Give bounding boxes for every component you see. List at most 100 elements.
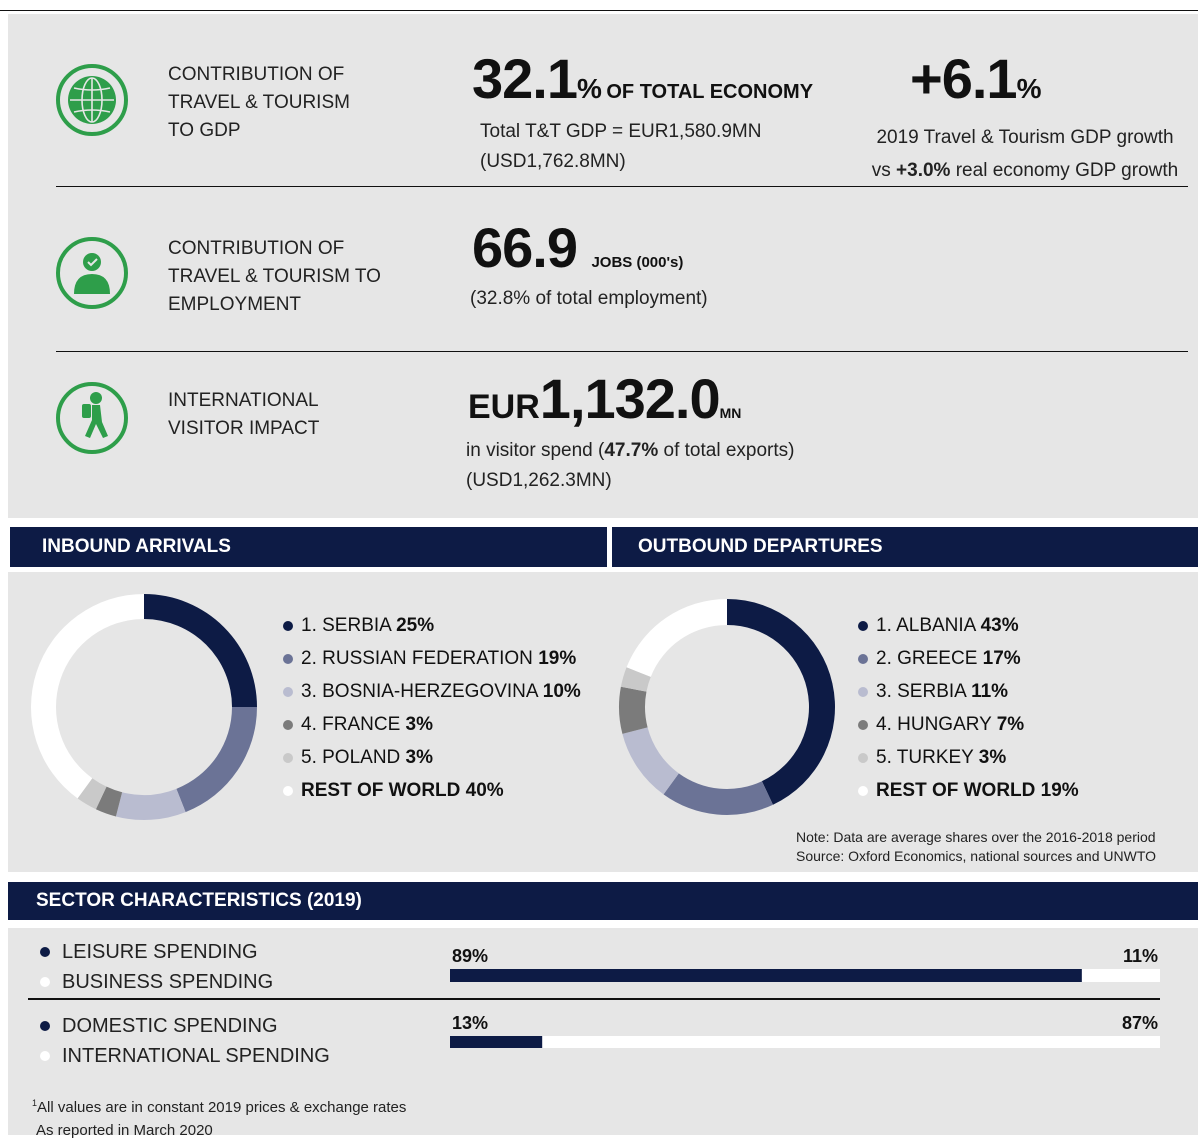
label-line: CONTRIBUTION OF <box>168 64 345 85</box>
gdp-label: CONTRIBUTION OF TRAVEL & TOURISM TO GDP <box>168 61 350 145</box>
legend-entry: 1. SERBIA 25% <box>283 609 581 642</box>
legend-name: 5. POLAND <box>301 747 401 768</box>
text: +3.0% <box>896 160 951 181</box>
legend-entry: DOMESTIC SPENDING <box>40 1011 278 1041</box>
icon-ring <box>56 64 128 136</box>
big-number: 66.9 <box>472 216 578 279</box>
text: of total exports) <box>663 440 795 461</box>
legend-name: REST OF WORLD <box>301 780 461 801</box>
sector-panel <box>8 928 1198 1135</box>
text: vs <box>871 160 891 181</box>
legend-entry: BUSINESS SPENDING <box>40 967 274 997</box>
legend-name: BUSINESS SPENDING <box>62 971 274 993</box>
legend-value: 10% <box>542 681 581 702</box>
donut-slice <box>626 599 727 677</box>
gdp-value: 32.1% OF TOTAL ECONOMY <box>472 46 813 111</box>
text: in visitor spend ( <box>466 440 605 461</box>
bar-segment <box>450 1036 543 1048</box>
legend-entry: 1. ALBANIA 43% <box>858 609 1079 642</box>
donut-slice <box>115 788 186 820</box>
legend-name: 4. FRANCE <box>301 714 401 735</box>
legend-name: 3. SERBIA <box>876 681 966 702</box>
legend-name: INTERNATIONAL SPENDING <box>62 1045 330 1067</box>
note: Note: Data are average shares over the 2… <box>796 828 1156 866</box>
legend-name: DOMESTIC SPENDING <box>62 1015 278 1037</box>
globe-icon <box>68 76 116 124</box>
legend-entry: 5. POLAND 3% <box>283 741 581 774</box>
legend-dot <box>40 1021 50 1031</box>
text: 47.7% <box>604 440 659 461</box>
note-line: Note: Data are average shares over the 2… <box>796 829 1156 845</box>
value-label: 89% <box>452 946 488 966</box>
donut-slice <box>727 599 836 805</box>
legend-name: 1. ALBANIA <box>876 615 976 636</box>
legend-dot <box>858 687 868 697</box>
label-line: CONTRIBUTION OF <box>168 238 345 259</box>
legend-name: 2. RUSSIAN FEDERATION <box>301 648 533 669</box>
section-header: SECTOR CHARACTERISTICS (2019) <box>8 882 1198 920</box>
growth-value: +6.1% <box>910 46 1041 111</box>
icon-ring <box>56 382 128 454</box>
legend-dot <box>40 947 50 957</box>
detail-line: 2019 Travel & Tourism GDP growth <box>876 127 1174 148</box>
legend-value: 19% <box>1040 780 1079 801</box>
footnote-marker: 1 <box>32 1098 38 1108</box>
legend-name: REST OF WORLD <box>876 780 1036 801</box>
donut-slice <box>95 786 123 817</box>
legend-value: 17% <box>982 648 1021 669</box>
icons <box>56 64 128 454</box>
legend-dot <box>40 1051 50 1061</box>
legend-value: 43% <box>980 615 1019 636</box>
bar-segment <box>1081 969 1160 982</box>
text: real economy GDP growth <box>955 160 1179 181</box>
legend-dot <box>858 753 868 763</box>
legend-value: 11% <box>971 681 1009 702</box>
legend-name: 4. HUNGARY <box>876 714 992 735</box>
legend-value: 19% <box>538 648 577 669</box>
legend-value: 3% <box>405 747 434 768</box>
label-line: INTERNATIONAL <box>168 390 319 411</box>
visitor-detail: in visitor spend (47.7% of total exports… <box>466 436 794 496</box>
legend-dot <box>858 720 868 730</box>
legend-value: 7% <box>996 714 1025 735</box>
label-line: TRAVEL & TOURISM <box>168 92 350 113</box>
growth-detail: 2019 Travel & Tourism GDP growth vs +3.0… <box>860 121 1190 187</box>
big-number: +6.1 <box>910 47 1018 110</box>
legend-entry: REST OF WORLD 19% <box>858 774 1079 807</box>
visitor-value: EUR1,132.0MN <box>468 366 741 431</box>
label-line: EMPLOYMENT <box>168 294 302 315</box>
donut-slice <box>30 594 145 799</box>
legend-entry: 5. TURKEY 3% <box>858 741 1079 774</box>
legend-dot <box>283 786 293 796</box>
legend-dot <box>283 720 293 730</box>
note-line: Source: Oxford Economics, national sourc… <box>796 848 1157 864</box>
legend-dot <box>283 654 293 664</box>
label-line: TRAVEL & TOURISM TO <box>168 266 381 287</box>
gdp-detail: Total T&T GDP = EUR1,580.9MN (USD1,762.8… <box>480 117 761 177</box>
legend-dot <box>858 654 868 664</box>
legend-entry: 4. FRANCE 3% <box>283 708 581 741</box>
employment-value: 66.9 JOBS (000's) <box>472 215 683 280</box>
divider <box>56 351 1188 352</box>
detail-line: (USD1,762.8MN) <box>480 151 626 172</box>
legend: 1. SERBIA 25% 2. RUSSIAN FEDERATION 19% 3.… <box>283 609 581 807</box>
legend-entry: 3. BOSNIA-HERZEGOVINA 10% <box>283 675 581 708</box>
detail-line: (USD1,262.3MN) <box>466 470 612 491</box>
traveller-icon <box>82 392 108 438</box>
legend-dot <box>858 786 868 796</box>
top-rule <box>0 10 1198 11</box>
section-header: OUTBOUND DEPARTURES <box>612 527 1198 567</box>
legend-value: 3% <box>405 714 433 735</box>
value-label: 11% <box>1123 946 1158 966</box>
legend-value: 3% <box>978 747 1007 768</box>
suffix: JOBS (000's) <box>591 254 684 271</box>
legend-dot <box>283 621 293 631</box>
big-number: 1,132.0 <box>539 367 721 430</box>
unit: % <box>577 73 602 104</box>
legend-entry: 2. GREECE 17% <box>858 642 1079 675</box>
employment-label: CONTRIBUTION OF TRAVEL & TOURISM TO EMPL… <box>168 235 381 319</box>
label-line: VISITOR IMPACT <box>168 418 320 439</box>
prefix: EUR <box>468 388 540 426</box>
